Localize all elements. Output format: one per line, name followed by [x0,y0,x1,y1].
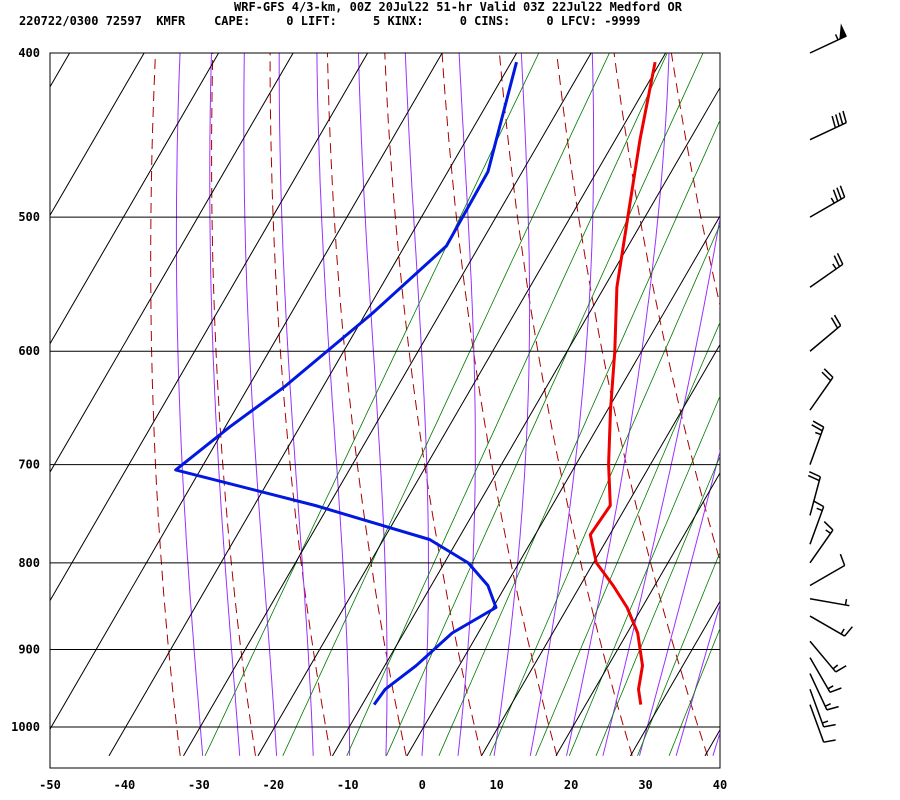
wind-barb [809,420,825,465]
wind-barb [809,185,846,218]
isotherm-line [630,600,720,757]
isotherm-line [50,53,145,217]
isotherm-line [50,53,294,474]
dry-adiabat-line [150,53,181,756]
y-tick-label: 800 [18,556,40,570]
dry-adiabat-line [613,53,720,563]
mixing-ratio-line [204,53,540,756]
y-tick-label: 500 [18,210,40,224]
moist-adiabat-line [712,730,720,756]
x-tick-label: 0 [419,778,426,792]
x-tick-label: 10 [489,778,503,792]
wind-barb [809,500,825,545]
dry-adiabat-line [835,15,900,756]
isotherm-line [332,86,720,757]
moist-adiabat-line [243,53,278,756]
wind-barb [807,471,822,516]
moist-adiabat-line [493,53,531,756]
dry-adiabat-line [670,53,720,308]
wind-barb [809,657,842,693]
wind-barb [809,704,836,743]
dry-adiabat-line [384,53,482,756]
isotherm-line [0,15,17,756]
x-tick-label: 40 [713,778,727,792]
wind-barb [809,253,844,288]
y-tick-label: 700 [18,458,40,472]
moist-adiabat-line [316,53,351,756]
mixing-ratio-line [637,551,720,756]
moist-adiabat-line [404,53,429,756]
x-tick-label: 20 [564,778,578,792]
isotherm-line [50,53,443,731]
moist-adiabat-line [639,449,720,756]
moist-adiabat-line [566,53,670,756]
y-tick-labels: 400 500 600 700 800 900 1000 [11,46,40,734]
wind-barb [809,673,839,711]
mixing-ratio-line [595,455,720,756]
isotherm-line [555,472,720,757]
isotherm-line [183,53,592,757]
x-tick-label: -10 [337,778,359,792]
y-tick-label: 400 [18,46,40,60]
background-isopleths [150,15,900,756]
x-tick-label: 30 [638,778,652,792]
x-tick-label: -50 [39,778,61,792]
mixing-ratio-line [438,119,720,756]
moist-adiabat-line [529,53,595,756]
dry-adiabat-line [498,53,633,756]
plot-frame [49,52,721,769]
temperature-line [588,61,657,705]
dry-adiabat-line [441,53,558,756]
wind-barb [809,110,847,141]
dewpoint-line [174,61,518,706]
y-tick-label: 600 [18,344,40,358]
x-tick-label: -30 [188,778,210,792]
isotherm-line [50,53,71,88]
mixing-ratio-line [489,223,720,756]
moist-adiabat-line [675,602,720,756]
y-tick-label: 1000 [11,720,40,734]
profile-lines [174,61,657,706]
wind-barb [809,598,850,607]
wind-barb [809,314,842,352]
station-indices-line: 220722/0300 72597 KMFR CAPE: 0 LIFT: 5 K… [19,14,641,28]
isotherm-line [481,343,720,757]
mixing-ratio-line [346,53,668,756]
chart-title: WRF-GFS 4/3-km, 00Z 20Jul22 51-hr Valid … [234,0,682,14]
wind-barb [809,521,834,564]
dry-adiabat-line [722,15,900,756]
grid-lines [0,15,720,757]
isotherm-line [50,53,220,345]
wind-barb [809,640,847,673]
mixing-ratio-line [668,627,720,756]
x-tick-label: -20 [262,778,284,792]
moist-adiabat-line [209,53,241,756]
mixing-ratio-line [568,395,720,756]
moist-adiabat-line [175,53,204,756]
dry-adiabat-line [892,15,900,756]
wind-barb [809,689,836,728]
wind-barb [809,615,853,637]
mixing-ratio-line [386,53,704,756]
wind-barb [809,553,846,587]
wind-barb [809,368,834,411]
mixing-ratio-line [282,53,610,756]
isotherm-line [406,215,720,757]
isotherm-line [108,53,518,757]
y-tick-label: 900 [18,642,40,656]
x-tick-label: -40 [114,778,136,792]
wind-barb [809,23,847,54]
wind-barbs [807,23,853,743]
isotherm-line [257,53,667,757]
dry-adiabat-line [556,53,709,756]
isotherm-line [704,728,720,757]
mixing-ratio-line [535,321,720,756]
dry-adiabat-line [269,53,332,756]
moist-adiabat-line [357,53,388,756]
moist-adiabat-line [602,215,720,756]
isotherm-line [50,53,369,602]
x-tick-labels: -50 -40 -30 -20 -10 0 10 20 30 40 [39,778,727,792]
dry-adiabat-line [326,53,407,756]
